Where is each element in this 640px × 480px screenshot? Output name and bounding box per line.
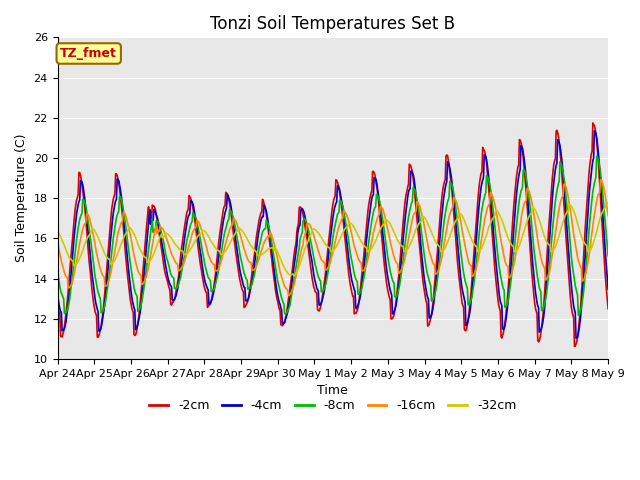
Text: TZ_fmet: TZ_fmet [60,47,117,60]
-4cm [378,220,386,226]
-16cm [325,263,333,269]
-2cm [554,130,561,135]
-8cm [575,312,582,318]
-2cm [604,306,612,312]
Line: -32cm: -32cm [58,202,608,276]
-4cm [175,281,182,287]
-32cm [433,240,441,246]
-32cm [54,228,61,234]
-2cm [324,242,332,248]
Legend: -2cm, -4cm, -8cm, -16cm, -32cm: -2cm, -4cm, -8cm, -16cm, -32cm [144,394,522,417]
-32cm [325,245,333,251]
-32cm [175,245,182,251]
-32cm [604,201,612,206]
-2cm [175,275,182,280]
-32cm [555,235,563,240]
-16cm [433,271,441,276]
-16cm [379,205,387,211]
-8cm [604,253,612,259]
Line: -2cm: -2cm [58,123,608,347]
-32cm [379,223,387,228]
-32cm [602,199,610,205]
-4cm [432,279,440,285]
-4cm [554,137,561,143]
-16cm [54,238,61,244]
-8cm [593,154,600,159]
-8cm [324,268,332,274]
-8cm [175,282,182,288]
-8cm [432,286,440,292]
-16cm [198,229,206,235]
-4cm [604,286,612,292]
-16cm [604,213,612,218]
-8cm [198,246,206,252]
Line: -8cm: -8cm [58,156,608,315]
-4cm [54,291,61,297]
-4cm [324,255,332,261]
Title: Tonzi Soil Temperatures Set B: Tonzi Soil Temperatures Set B [211,15,455,33]
-2cm [432,264,440,270]
-16cm [555,210,563,216]
-2cm [589,120,596,126]
-8cm [554,184,561,190]
-8cm [378,210,386,216]
-4cm [591,128,598,133]
-2cm [54,302,61,308]
-2cm [378,234,386,240]
-32cm [198,228,206,233]
-8cm [54,267,61,273]
Y-axis label: Soil Temperature (C): Soil Temperature (C) [15,134,28,263]
-16cm [175,268,182,274]
-32cm [290,273,298,279]
X-axis label: Time: Time [317,384,348,397]
-16cm [285,293,292,299]
-4cm [572,335,580,341]
Line: -4cm: -4cm [58,131,608,338]
-2cm [571,344,579,349]
Line: -16cm: -16cm [58,180,608,296]
-4cm [198,262,206,267]
-16cm [596,177,604,182]
-2cm [198,272,206,278]
